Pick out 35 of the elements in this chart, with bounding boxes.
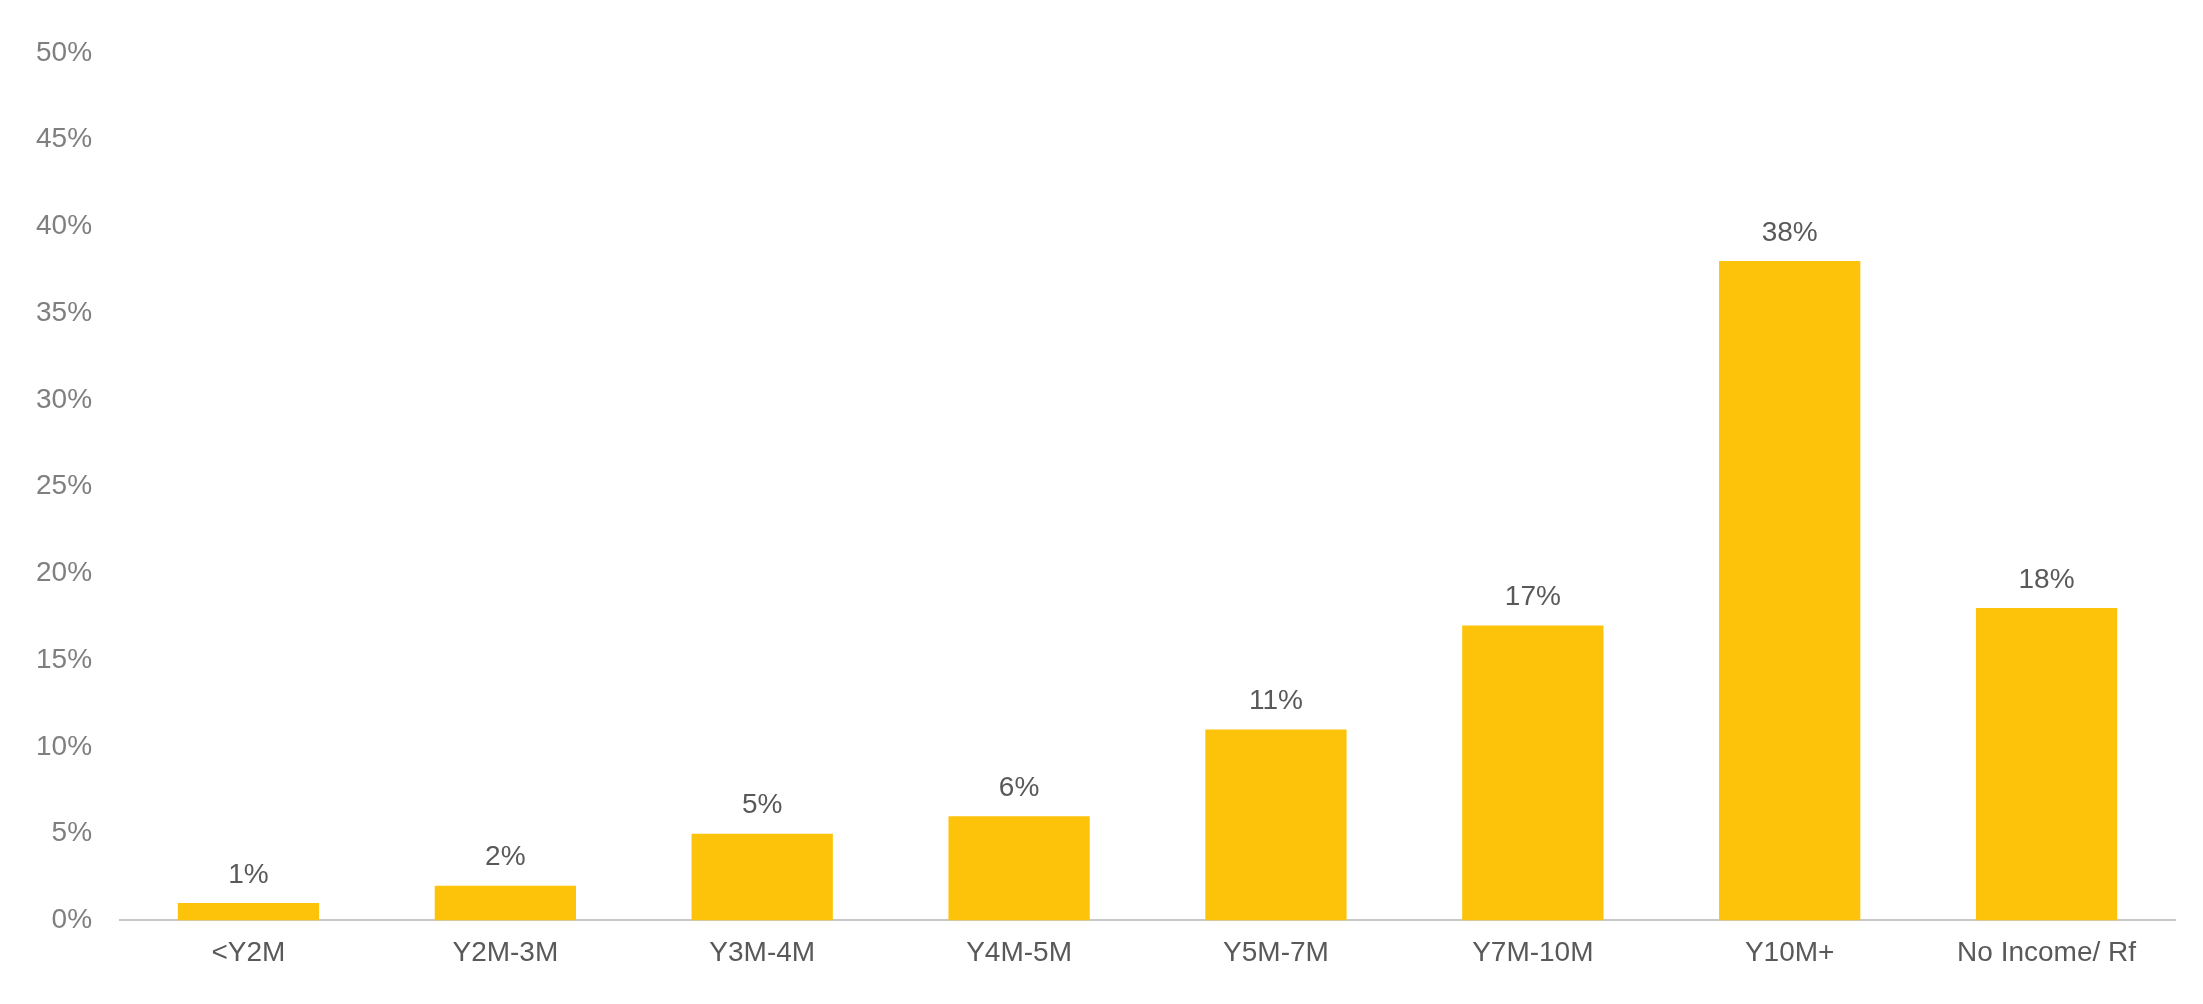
y-tick-label: 35% [35,295,93,327]
y-tick-label: 40% [35,209,93,241]
bar [434,885,576,921]
bar [948,816,1090,921]
x-tick-label: Y2M-3M [452,935,559,967]
x-tick-label: <Y2M [211,935,286,967]
data-label: 6% [998,771,1040,803]
bar [1719,261,1861,921]
bar [177,903,320,921]
bar [691,833,833,921]
y-tick-label: 30% [35,382,93,414]
data-label: 2% [485,840,526,872]
data-label: 18% [2018,562,2075,594]
y-tick-label: 10% [35,729,93,761]
data-label: 11% [1248,684,1303,716]
data-label: 38% [1761,215,1818,247]
bar [1462,625,1604,921]
y-tick-label: 20% [35,556,93,588]
x-tick-label: Y5M-7M [1223,935,1329,967]
x-tick-label: Y3M-4M [709,935,816,967]
x-tick-label: Y4M-5M [966,935,1072,967]
bar [1975,608,2118,921]
y-tick-label: 5% [51,816,93,848]
y-tick-label: 45% [35,122,93,154]
x-tick-label: Y10M+ [1744,935,1835,967]
y-tick-label: 15% [35,642,93,674]
x-tick-label: Y7M-10M [1472,935,1594,967]
bar [1205,729,1347,921]
y-tick-label: 0% [51,903,93,935]
x-tick-label: No Income/ Rf [1957,935,2137,967]
data-label: 17% [1504,580,1561,612]
data-label: 5% [741,788,783,820]
data-label: 1% [228,857,269,889]
y-tick-label: 50% [35,35,93,67]
y-tick-label: 25% [35,469,93,501]
